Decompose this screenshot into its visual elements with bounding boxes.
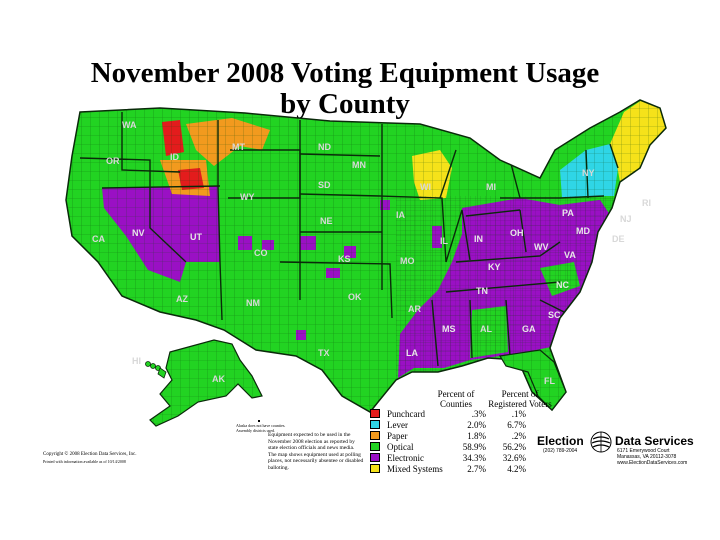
state-label-wa: WA xyxy=(122,120,137,130)
state-label-id: ID xyxy=(170,152,180,162)
legend-swatch-punchcard xyxy=(370,409,380,418)
state-label-oh: OH xyxy=(510,228,524,238)
state-label-il: IL xyxy=(440,236,449,246)
legend-pct-counties: 2.7% xyxy=(467,464,486,474)
legend-col2-header-line1: Percent of xyxy=(501,389,539,399)
logo-word-election: Election xyxy=(537,434,584,448)
legend-label: Lever xyxy=(387,420,408,430)
state-label-nm: NM xyxy=(246,298,260,308)
state-label-ia: IA xyxy=(396,210,406,220)
legend-label: Paper xyxy=(387,431,408,441)
state-label-in: IN xyxy=(474,234,483,244)
printed-note: Printed with information available as of… xyxy=(43,459,126,464)
state-label-nj: NJ xyxy=(620,214,632,224)
state-label-ky: KY xyxy=(488,262,501,272)
legend-swatch-paper xyxy=(370,431,380,440)
alaska-note xyxy=(258,420,260,422)
legend-col2-header: Percent of Registered Voters xyxy=(480,389,560,409)
logo-address2: Manassas, VA 20112-3078 xyxy=(617,454,677,460)
state-label-or: OR xyxy=(106,156,120,166)
state-label-mi: MI xyxy=(486,182,496,192)
copyright: Copyright © 2008 Election Data Services,… xyxy=(43,452,137,457)
electronic-county xyxy=(272,356,284,370)
state-label-tn: TN xyxy=(476,286,488,296)
logo-address1: 6171 Emerywood Court xyxy=(617,448,670,454)
state-label-az: AZ xyxy=(176,294,188,304)
legend-col1-header: Percent of Counties xyxy=(426,389,486,409)
hawaii xyxy=(145,361,167,379)
logo-globe-icon xyxy=(590,431,612,453)
map-title-line2: by County xyxy=(280,88,410,120)
legend-swatch-mixed xyxy=(370,464,380,473)
state-label-md: MD xyxy=(576,226,590,236)
state-label-tx: TX xyxy=(318,348,330,358)
state-borders xyxy=(79,112,619,367)
florida xyxy=(499,349,567,411)
state-label-ms: MS xyxy=(442,324,456,334)
legend-col1-header-line1: Percent of xyxy=(437,389,475,399)
state-label-hi: HI xyxy=(132,356,141,366)
state-label-al: AL xyxy=(480,324,492,334)
legend-label: Optical xyxy=(387,442,414,452)
legend-pct-counties: .3% xyxy=(471,409,486,419)
legend-pct-voters: 32.6% xyxy=(502,453,526,463)
state-label-wv: WV xyxy=(534,242,549,252)
state-label-nv: NV xyxy=(132,228,145,238)
legend-pct-voters: 56.2% xyxy=(502,442,526,452)
legend-col1-header-line2: Counties xyxy=(439,399,472,409)
legend-label: Electronic xyxy=(387,453,424,463)
legend-pct-voters: .1% xyxy=(511,409,526,419)
logo-word-data-services: Data Services xyxy=(615,434,694,448)
state-label-la: LA xyxy=(406,348,418,358)
state-label-ks: KS xyxy=(338,254,351,264)
state-label-ne: NE xyxy=(320,216,333,226)
logo-phone: (202) 789-2004 xyxy=(543,448,578,454)
legend-label: Mixed Systems xyxy=(387,464,443,474)
state-label-nc: NC xyxy=(556,280,569,290)
state-label-sd: SD xyxy=(318,180,331,190)
legend-pct-voters: .2% xyxy=(511,431,526,441)
state-label-va: VA xyxy=(564,250,576,260)
equipment-note: Equipment expected to be used in the Nov… xyxy=(268,432,364,471)
state-label-mt: MT xyxy=(232,142,245,152)
state-label-ga: GA xyxy=(522,324,536,334)
legend-pct-counties: 1.8% xyxy=(467,431,486,441)
alaska-note-text: Alaska does not have counties. Assembly … xyxy=(236,423,286,433)
legend-label: Punchcard xyxy=(387,409,425,419)
legend-pct-counties: 58.9% xyxy=(462,442,486,452)
legend-swatch-lever xyxy=(370,420,380,429)
legend-swatch-optical xyxy=(370,442,380,451)
legend-pct-voters: 6.7% xyxy=(507,420,526,430)
state-label-ny: NY xyxy=(582,168,595,178)
state-label-pa: PA xyxy=(562,208,574,218)
legend-swatch-electronic xyxy=(370,453,380,462)
state-label-ca: CA xyxy=(92,234,105,244)
state-label-wy: WY xyxy=(240,192,255,202)
legend-pct-counties: 2.0% xyxy=(467,420,486,430)
state-labels: WA OR CA NV ID MT WY UT CO AZ NM ND SD N… xyxy=(92,120,651,386)
legend-pct-counties: 34.3% xyxy=(462,453,486,463)
state-label-fl: FL xyxy=(544,376,555,386)
election-data-services-logo: Election Data Services (202) 789-2004 61… xyxy=(537,430,697,470)
map-title-line1: November 2008 Voting Equipment Usage xyxy=(90,57,600,89)
map-title: November 2008 Voting Equipment Usage by … xyxy=(0,58,690,120)
state-label-de: DE xyxy=(612,234,625,244)
legend-col2-header-line2: Registered Voters xyxy=(488,399,552,409)
state-label-mn: MN xyxy=(352,160,366,170)
state-label-ok: OK xyxy=(348,292,362,302)
legend-pct-voters: 4.2% xyxy=(507,464,526,474)
state-label-ak: AK xyxy=(212,374,225,384)
state-label-nd: ND xyxy=(318,142,331,152)
state-label-co: CO xyxy=(254,248,268,258)
logo-website: www.ElectionDataServices.com xyxy=(617,460,688,466)
state-label-sc: SC xyxy=(548,310,561,320)
state-label-ri: RI xyxy=(642,198,651,208)
state-label-ar: AR xyxy=(408,304,421,314)
alaska xyxy=(149,339,263,427)
state-label-mo: MO xyxy=(400,256,415,266)
state-label-wi: WI xyxy=(420,182,431,192)
state-label-ut: UT xyxy=(190,232,202,242)
